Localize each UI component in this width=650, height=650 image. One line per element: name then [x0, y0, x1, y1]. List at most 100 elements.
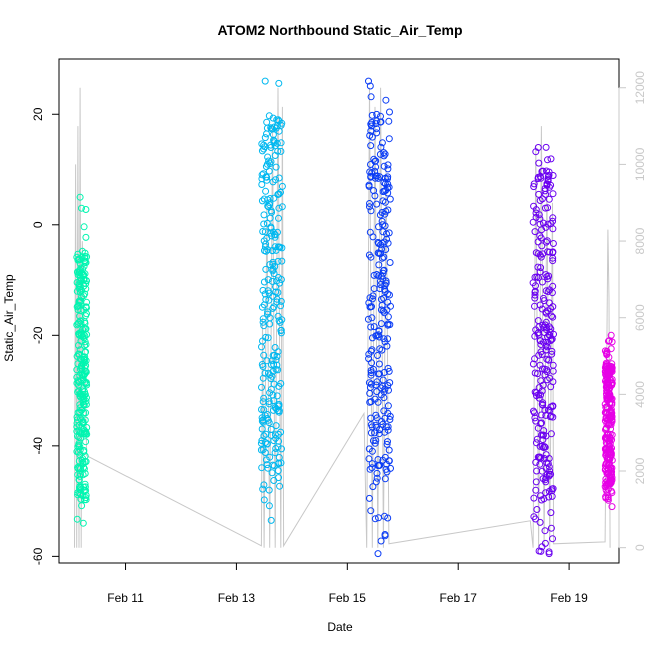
data-point	[542, 238, 550, 246]
data-point	[82, 401, 90, 408]
data-point	[531, 291, 539, 299]
data-point	[535, 351, 543, 359]
data-point	[379, 221, 387, 229]
data-point	[534, 317, 542, 325]
data-point	[532, 486, 540, 494]
data-point	[80, 483, 88, 491]
data-point	[378, 239, 386, 247]
data-point	[545, 323, 553, 331]
data-point	[266, 261, 274, 268]
data-point	[371, 515, 379, 523]
data-point	[73, 416, 81, 424]
data-point	[265, 400, 273, 408]
data-point	[264, 334, 272, 342]
data-point	[267, 425, 275, 433]
data-point	[269, 114, 277, 122]
data-point	[74, 489, 82, 497]
data-point	[260, 351, 268, 359]
data-point	[266, 160, 274, 168]
data-point	[270, 137, 278, 145]
y2-tick-label: 8000	[633, 227, 647, 254]
data-point	[367, 347, 375, 355]
data-point	[264, 203, 272, 211]
data-point	[384, 161, 392, 169]
data-point	[258, 383, 265, 391]
data-point	[368, 423, 376, 431]
data-point	[370, 323, 378, 331]
data-point	[544, 175, 552, 183]
data-point	[80, 446, 88, 454]
series-1	[73, 193, 91, 527]
data-point	[379, 267, 387, 275]
data-point	[73, 515, 81, 523]
data-point	[259, 363, 267, 370]
data-point	[372, 332, 380, 340]
data-point	[366, 203, 373, 211]
data-point	[532, 209, 540, 217]
data-point	[604, 496, 612, 504]
data-point	[603, 384, 611, 392]
data-point	[538, 351, 546, 358]
data-point	[380, 179, 388, 186]
data-point	[379, 275, 387, 283]
data-point	[76, 350, 83, 358]
data-point	[545, 472, 553, 480]
data-point	[381, 532, 389, 540]
data-point	[373, 110, 381, 118]
data-point	[547, 155, 555, 163]
data-point	[375, 327, 383, 335]
data-point	[262, 430, 270, 438]
data-point	[76, 288, 84, 296]
data-point	[534, 144, 542, 151]
data-point	[258, 406, 265, 413]
data-point	[379, 376, 387, 384]
data-point	[382, 465, 390, 473]
data-point	[384, 175, 391, 183]
data-point	[545, 299, 553, 307]
data-point	[372, 172, 380, 180]
data-point	[608, 503, 616, 511]
data-point	[277, 276, 285, 283]
data-point	[82, 280, 90, 288]
data-point	[549, 257, 557, 265]
data-point	[79, 374, 87, 382]
data-point	[546, 407, 554, 414]
data-point	[270, 351, 278, 359]
y2-tick-label: 4000	[633, 381, 647, 408]
data-point	[547, 325, 555, 333]
data-point	[269, 461, 277, 469]
data-point	[536, 215, 544, 223]
data-point	[264, 196, 272, 204]
data-point	[530, 494, 538, 502]
data-point	[265, 502, 273, 510]
data-point	[263, 357, 271, 365]
data-point	[78, 204, 85, 212]
data-point	[542, 478, 550, 486]
data-point	[75, 378, 83, 386]
data-point	[76, 329, 84, 337]
data-point	[532, 458, 540, 466]
data-point	[75, 256, 83, 264]
data-point	[368, 111, 376, 119]
data-point	[368, 314, 376, 322]
data-point	[538, 242, 546, 250]
data-point	[268, 277, 276, 285]
data-point	[540, 294, 547, 302]
data-point	[385, 135, 393, 143]
data-point	[383, 306, 391, 314]
data-point	[258, 175, 266, 183]
data-point	[381, 210, 389, 218]
data-point	[380, 149, 388, 157]
data-point	[549, 282, 557, 290]
data-point	[368, 464, 376, 472]
data-point	[274, 228, 281, 236]
data-point	[82, 206, 90, 213]
data-point	[541, 365, 548, 373]
data-point	[367, 207, 375, 215]
data-point	[376, 150, 384, 158]
data-point	[369, 437, 377, 445]
data-point	[272, 422, 280, 430]
data-point	[376, 211, 384, 219]
data-point	[379, 197, 387, 205]
